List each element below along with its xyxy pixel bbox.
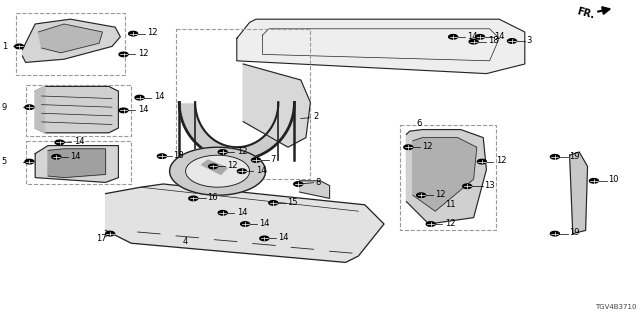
Circle shape — [476, 35, 484, 39]
Circle shape — [550, 155, 559, 159]
Text: 14: 14 — [256, 166, 266, 175]
Text: 12: 12 — [496, 156, 506, 165]
Polygon shape — [300, 181, 330, 198]
Text: 14: 14 — [467, 32, 477, 41]
Text: 19: 19 — [569, 228, 579, 237]
Text: 7: 7 — [270, 155, 275, 164]
Circle shape — [135, 95, 144, 100]
Text: 6: 6 — [417, 119, 422, 128]
Text: 10: 10 — [608, 175, 618, 184]
Polygon shape — [35, 86, 45, 133]
Circle shape — [55, 140, 64, 145]
Text: 4: 4 — [182, 237, 188, 246]
Circle shape — [15, 44, 24, 49]
Polygon shape — [202, 160, 227, 174]
Text: 16: 16 — [207, 193, 218, 202]
Circle shape — [119, 108, 128, 113]
Text: 15: 15 — [287, 198, 298, 207]
Circle shape — [294, 182, 303, 186]
Text: 11: 11 — [445, 200, 455, 209]
Circle shape — [52, 155, 61, 159]
Text: 14: 14 — [494, 32, 504, 41]
Circle shape — [508, 39, 516, 43]
Bar — [16, 13, 125, 75]
Bar — [26, 141, 131, 184]
Circle shape — [550, 231, 559, 236]
Text: 12: 12 — [138, 49, 148, 58]
Polygon shape — [179, 102, 294, 160]
Circle shape — [129, 31, 138, 36]
Polygon shape — [22, 19, 120, 62]
Text: 12: 12 — [445, 219, 455, 228]
Text: 12: 12 — [422, 142, 433, 151]
Text: 17: 17 — [96, 234, 107, 243]
Circle shape — [417, 193, 426, 197]
Text: 5: 5 — [1, 157, 6, 166]
Circle shape — [260, 236, 269, 241]
Text: 14: 14 — [138, 105, 148, 114]
Circle shape — [426, 222, 435, 226]
Text: 12: 12 — [147, 28, 157, 37]
Circle shape — [469, 39, 478, 44]
Text: 12: 12 — [237, 147, 247, 156]
Polygon shape — [413, 138, 477, 211]
Text: 1: 1 — [2, 42, 7, 51]
Polygon shape — [237, 19, 525, 74]
Circle shape — [463, 184, 472, 188]
Bar — [400, 125, 496, 230]
Circle shape — [252, 158, 260, 162]
Text: 18: 18 — [173, 151, 184, 160]
Text: 14: 14 — [259, 219, 269, 228]
Circle shape — [157, 154, 166, 158]
Text: 2: 2 — [314, 112, 319, 121]
Text: 3: 3 — [526, 36, 531, 45]
Text: 14: 14 — [74, 137, 84, 146]
Text: 12: 12 — [227, 161, 237, 170]
Circle shape — [404, 145, 413, 149]
Circle shape — [269, 201, 278, 205]
Text: 14: 14 — [237, 208, 247, 217]
Polygon shape — [170, 147, 266, 195]
Polygon shape — [48, 149, 106, 178]
Polygon shape — [35, 146, 118, 182]
Circle shape — [237, 169, 246, 173]
Text: 14: 14 — [278, 233, 289, 242]
Text: 12: 12 — [435, 190, 445, 199]
Circle shape — [119, 52, 128, 57]
Bar — [26, 85, 131, 136]
Polygon shape — [106, 184, 384, 262]
Text: 18: 18 — [488, 36, 499, 45]
Circle shape — [589, 179, 598, 183]
Circle shape — [25, 159, 34, 164]
Circle shape — [477, 159, 486, 164]
Circle shape — [241, 222, 250, 226]
Text: 14: 14 — [154, 92, 164, 101]
Polygon shape — [35, 86, 118, 133]
Text: 8: 8 — [315, 178, 320, 187]
Circle shape — [218, 211, 227, 215]
Polygon shape — [570, 152, 588, 234]
Text: FR.: FR. — [576, 6, 596, 20]
Bar — [176, 29, 310, 179]
Text: 9: 9 — [1, 103, 6, 112]
Text: 14: 14 — [70, 152, 81, 161]
Circle shape — [218, 150, 227, 154]
Circle shape — [106, 231, 115, 236]
Circle shape — [449, 35, 458, 39]
Polygon shape — [186, 155, 250, 187]
Circle shape — [189, 196, 198, 201]
Text: 19: 19 — [569, 152, 579, 161]
Text: 13: 13 — [484, 181, 495, 190]
Text: TGV4B3710: TGV4B3710 — [595, 304, 637, 310]
Polygon shape — [38, 24, 102, 53]
Circle shape — [209, 164, 218, 169]
Polygon shape — [243, 64, 310, 147]
Polygon shape — [406, 130, 486, 224]
Circle shape — [25, 105, 34, 109]
